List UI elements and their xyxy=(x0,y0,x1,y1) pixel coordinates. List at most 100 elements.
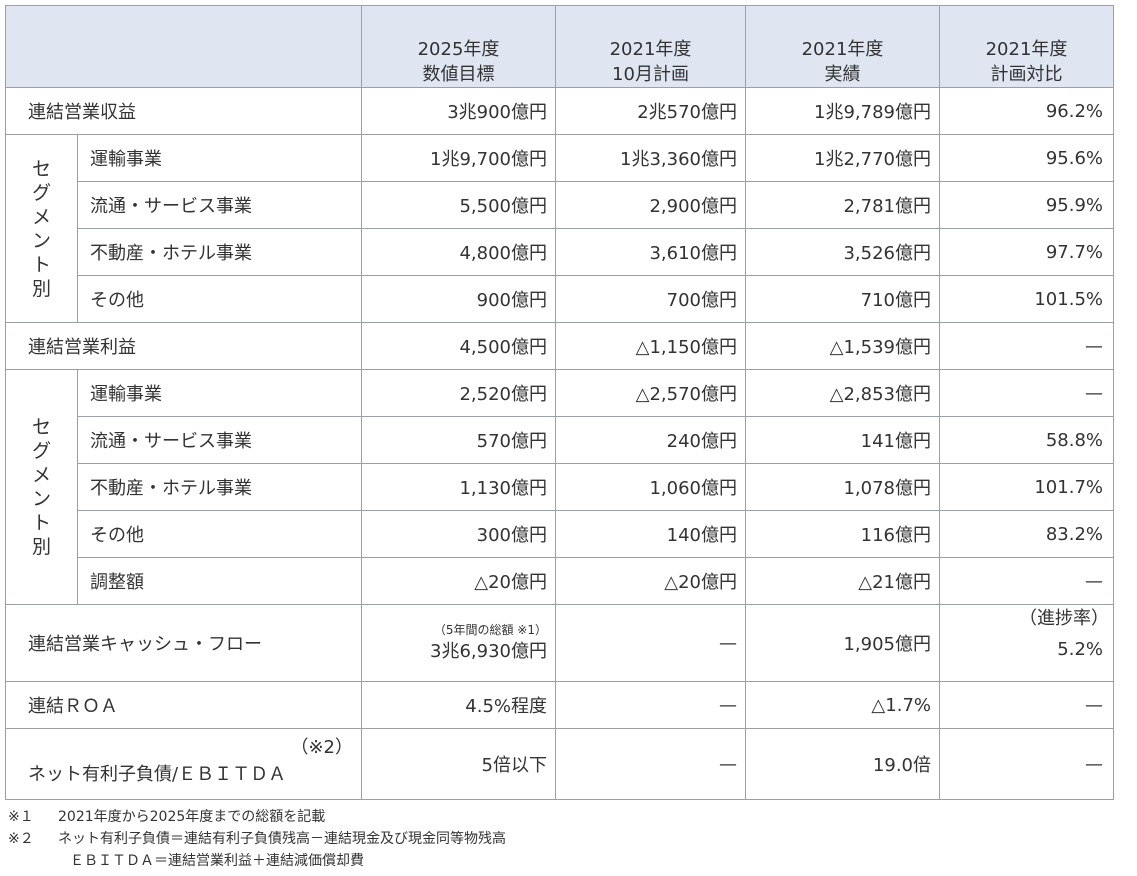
actual-value: △2,853億円 xyxy=(745,369,940,417)
target-value: 5倍以下 xyxy=(361,728,556,800)
header-row: 2025年度 数値目標 2021年度 10月計画 2021年度 実績 2021年度 計画… xyxy=(5,5,1114,88)
footnote-mark: ※１ xyxy=(8,809,34,825)
segment-label-cell: セグメント別 xyxy=(5,369,78,605)
plan-value: 3,610億円 xyxy=(555,228,746,276)
actual-value: 1,905億円 xyxy=(745,604,940,682)
actual-value: △21億円 xyxy=(745,557,940,605)
row-label: 不動産・ホテル事業 xyxy=(77,228,362,276)
row-label: 連結営業利益 xyxy=(5,322,362,370)
plan-value: — xyxy=(555,681,746,729)
row-label: 流通・サービス事業 xyxy=(77,181,362,229)
target-value: 2,520億円 xyxy=(361,369,556,417)
target-value: 3兆900億円 xyxy=(361,87,556,135)
target-amount: 3兆6,930億円 xyxy=(430,641,547,662)
footnote-1: ※１ 2021年度から2025年度までの総額を記載 xyxy=(8,806,506,828)
targets-table: 2025年度 数値目標 2021年度 10月計画 2021年度 実績 2021年度 計画… xyxy=(5,5,1114,800)
plan-value: 140億円 xyxy=(555,510,746,558)
netdebt-row: （※2） ネット有利子負債/ＥＢＩＴＤＡ 5倍以下 — 19.0倍 — xyxy=(5,728,1114,800)
target-value: 300億円 xyxy=(361,510,556,558)
header-target: 2025年度 数値目標 xyxy=(361,5,556,88)
footnote-ref: （※2） xyxy=(290,737,353,758)
ratio-value: — xyxy=(939,322,1114,370)
plan-value: 1,060億円 xyxy=(555,463,746,511)
profit-segment-row: 調整額 △20億円 △20億円 △21億円 — xyxy=(6,557,1114,605)
row-label-cell: （※2） ネット有利子負債/ＥＢＩＴＤＡ xyxy=(5,728,362,800)
segment-label: セグメント別 xyxy=(31,416,51,558)
header-blank-cell xyxy=(5,5,362,88)
cashflow-row: 連結営業キャッシュ・フロー （5年間の総額 ※1） 3兆6,930億円 — 1,… xyxy=(5,604,1114,682)
actual-value: 141億円 xyxy=(745,416,940,464)
header-ratio: 2021年度 計画対比 xyxy=(939,5,1114,88)
profit-segment-row: セグメント別 運輸事業 2,520億円 △2,570億円 △2,853億円 — xyxy=(5,369,1114,605)
plan-value: — xyxy=(555,728,746,800)
profit-row: 連結営業利益 4,500億円 △1,150億円 △1,539億円 — xyxy=(5,322,1114,370)
actual-value: 3,526億円 xyxy=(745,228,940,276)
target-value: 4.5%程度 xyxy=(361,681,556,729)
actual-value: 2,781億円 xyxy=(745,181,940,229)
footnote-2: ※２ ネット有利子負債＝連結有利子負債残高－連結現金及び現金同等物残高 xyxy=(8,828,506,850)
footnotes: ※１ 2021年度から2025年度までの総額を記載 ※２ ネット有利子負債＝連結有利… xyxy=(8,806,506,872)
actual-value: △1,539億円 xyxy=(745,322,940,370)
target-value: 1,130億円 xyxy=(361,463,556,511)
row-label: 連結営業収益 xyxy=(5,87,362,135)
plan-value: △2,570億円 xyxy=(555,369,746,417)
plan-value: 2,900億円 xyxy=(555,181,746,229)
target-value: 5,500億円 xyxy=(361,181,556,229)
target-value: 570億円 xyxy=(361,416,556,464)
target-note: （5年間の総額 ※1） xyxy=(433,623,547,637)
actual-value: 1兆9,789億円 xyxy=(745,87,940,135)
revenue-segment-row: セグメント別 運輸事業 1兆9,700億円 1兆3,360億円 1兆2,770億… xyxy=(5,134,1114,323)
profit-segment-row: 流通・サービス事業 570億円 240億円 141億円 58.8% xyxy=(6,416,1114,464)
header-actual: 2021年度 実績 xyxy=(745,5,940,88)
revenue-segment-row: 不動産・ホテル事業 4,800億円 3,610億円 3,526億円 97.7% xyxy=(6,228,1114,276)
revenue-row: 連結営業収益 3兆900億円 2兆570億円 1兆9,789億円 96.2% xyxy=(5,87,1114,135)
plan-value: 700億円 xyxy=(555,275,746,323)
ratio-value: 95.6% xyxy=(939,134,1114,182)
plan-value: — xyxy=(555,604,746,682)
revenue-segment-row: 流通・サービス事業 5,500億円 2,900億円 2,781億円 95.9% xyxy=(6,181,1114,229)
profit-segment-row: その他 300億円 140億円 116億円 83.2% xyxy=(6,510,1114,558)
row-label: その他 xyxy=(77,275,362,323)
actual-value: △1.7% xyxy=(745,681,940,729)
actual-value: 19.0倍 xyxy=(745,728,940,800)
row-label: 不動産・ホテル事業 xyxy=(77,463,362,511)
progress-label: （進捗率） xyxy=(1019,608,1109,629)
revenue-segment-row: その他 900億円 700億円 710億円 101.5% xyxy=(6,275,1114,323)
footnote-2-cont: ＥＢＩＴＤＡ＝連結営業利益＋連結減価償却費 xyxy=(70,853,364,869)
ratio-value: — xyxy=(939,728,1114,800)
profit-segment-row: 不動産・ホテル事業 1,130億円 1,060億円 1,078億円 101.7% xyxy=(6,463,1114,511)
row-label: 運輸事業 xyxy=(77,369,362,417)
ratio-value: 101.5% xyxy=(939,275,1114,323)
ratio-value: — xyxy=(939,557,1114,605)
ratio-value: 83.2% xyxy=(939,510,1114,558)
ratio-value: 96.2% xyxy=(939,87,1114,135)
actual-value: 1兆2,770億円 xyxy=(745,134,940,182)
row-label: 調整額 xyxy=(77,557,362,605)
segment-label: セグメント別 xyxy=(31,157,51,300)
ratio-value: 101.7% xyxy=(939,463,1114,511)
roa-row: 連結ＲＯＡ 4.5%程度 — △1.7% — xyxy=(5,681,1114,729)
actual-value: 710億円 xyxy=(745,275,940,323)
row-label: 流通・サービス事業 xyxy=(77,416,362,464)
ratio-value: — xyxy=(939,681,1114,729)
target-value: 4,800億円 xyxy=(361,228,556,276)
row-label: 連結ＲＯＡ xyxy=(5,681,362,729)
footnote-mark: ※２ xyxy=(8,831,34,847)
plan-value: 2兆570億円 xyxy=(555,87,746,135)
ratio-value: 58.8% xyxy=(939,416,1114,464)
plan-value: 1兆3,360億円 xyxy=(555,134,746,182)
plan-value: △20億円 xyxy=(555,557,746,605)
row-label: 連結営業キャッシュ・フロー xyxy=(5,604,362,682)
footnote-text: 2021年度から2025年度までの総額を記載 xyxy=(58,809,326,825)
row-label: その他 xyxy=(77,510,362,558)
target-value: △20億円 xyxy=(361,557,556,605)
footnote-text: ネット有利子負債＝連結有利子負債残高－連結現金及び現金同等物残高 xyxy=(58,831,506,847)
actual-value: 116億円 xyxy=(745,510,940,558)
row-label: ネット有利子負債/ＥＢＩＴＤＡ xyxy=(28,764,287,785)
plan-value: △1,150億円 xyxy=(555,322,746,370)
ratio-value: — xyxy=(939,369,1114,417)
ratio-value: （進捗率） 5.2% xyxy=(939,604,1114,682)
segment-label-cell: セグメント別 xyxy=(5,134,78,323)
progress-value: 5.2% xyxy=(1057,639,1103,660)
actual-value: 1,078億円 xyxy=(745,463,940,511)
